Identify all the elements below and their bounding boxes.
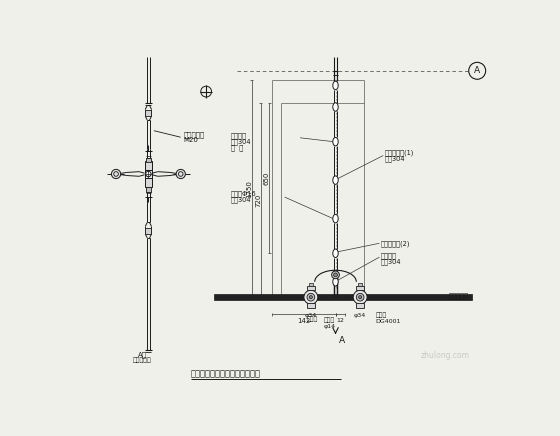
Bar — [146, 187, 151, 192]
Text: 鈢种304: 鈢种304 — [385, 155, 405, 162]
Text: 中空玻璃板: 中空玻璃板 — [449, 292, 469, 299]
Text: 骨力斜撑杆(1): 骨力斜撑杆(1) — [385, 150, 414, 157]
Bar — [144, 161, 152, 170]
Text: DG4001: DG4001 — [376, 319, 401, 324]
Circle shape — [469, 62, 486, 79]
Text: A: A — [339, 336, 346, 345]
Text: 鈢种304: 鈢种304 — [231, 197, 251, 204]
Circle shape — [307, 293, 315, 301]
Ellipse shape — [333, 278, 338, 286]
Circle shape — [334, 273, 338, 277]
Text: 直拉杆Φ16: 直拉杆Φ16 — [231, 191, 256, 198]
Text: 编  号: 编 号 — [231, 144, 243, 151]
Text: A: A — [474, 66, 480, 75]
Circle shape — [304, 290, 318, 304]
Bar — [214, 294, 472, 300]
Text: φ14: φ14 — [323, 324, 335, 329]
Text: 活流套: 活流套 — [324, 317, 335, 323]
Circle shape — [146, 171, 151, 177]
Text: φ34: φ34 — [305, 313, 317, 317]
Bar — [145, 228, 151, 234]
Ellipse shape — [333, 81, 338, 90]
Bar — [356, 303, 364, 308]
Bar — [144, 178, 152, 187]
Circle shape — [353, 290, 367, 304]
Circle shape — [356, 293, 364, 301]
Circle shape — [176, 169, 185, 179]
Text: 鈢种304: 鈢种304 — [231, 138, 251, 145]
Bar — [356, 286, 364, 290]
Bar — [307, 286, 315, 290]
Text: 销点装饰件(2): 销点装饰件(2) — [381, 240, 410, 247]
Text: 142: 142 — [297, 318, 310, 324]
Circle shape — [309, 296, 312, 299]
Ellipse shape — [333, 176, 338, 184]
Ellipse shape — [333, 249, 338, 258]
Ellipse shape — [333, 215, 338, 223]
Bar — [144, 170, 152, 178]
Text: 650: 650 — [264, 171, 270, 185]
Bar — [145, 110, 151, 116]
Bar — [307, 303, 315, 308]
Bar — [146, 158, 151, 163]
Ellipse shape — [333, 137, 338, 146]
Ellipse shape — [333, 103, 338, 111]
Text: 鈢种304: 鈢种304 — [381, 259, 402, 265]
Text: 销钉板: 销钉板 — [307, 317, 318, 322]
Text: 1750: 1750 — [246, 180, 252, 198]
Text: 720: 720 — [255, 194, 262, 207]
Text: 不锈锂螺栋: 不锈锂螺栋 — [184, 131, 205, 138]
Circle shape — [358, 296, 362, 299]
Text: 拉弯接头: 拉弯接头 — [231, 132, 247, 139]
Text: A剥: A剥 — [138, 351, 147, 358]
Text: 弯折板: 弯折板 — [376, 313, 387, 318]
Circle shape — [111, 169, 120, 179]
Text: 12: 12 — [336, 318, 344, 323]
Circle shape — [332, 271, 339, 279]
Text: 平头护套: 平头护套 — [381, 252, 397, 259]
Bar — [309, 283, 313, 286]
Text: M20: M20 — [184, 137, 199, 143]
Text: 点弹簧视图: 点弹簧视图 — [133, 358, 152, 363]
Text: φ34: φ34 — [354, 313, 366, 317]
Bar — [358, 283, 362, 286]
Text: 某点支式玻璃幕墙节点图（二）: 某点支式玻璃幕墙节点图（二） — [191, 370, 261, 379]
Text: zhulong.com: zhulong.com — [420, 351, 469, 360]
